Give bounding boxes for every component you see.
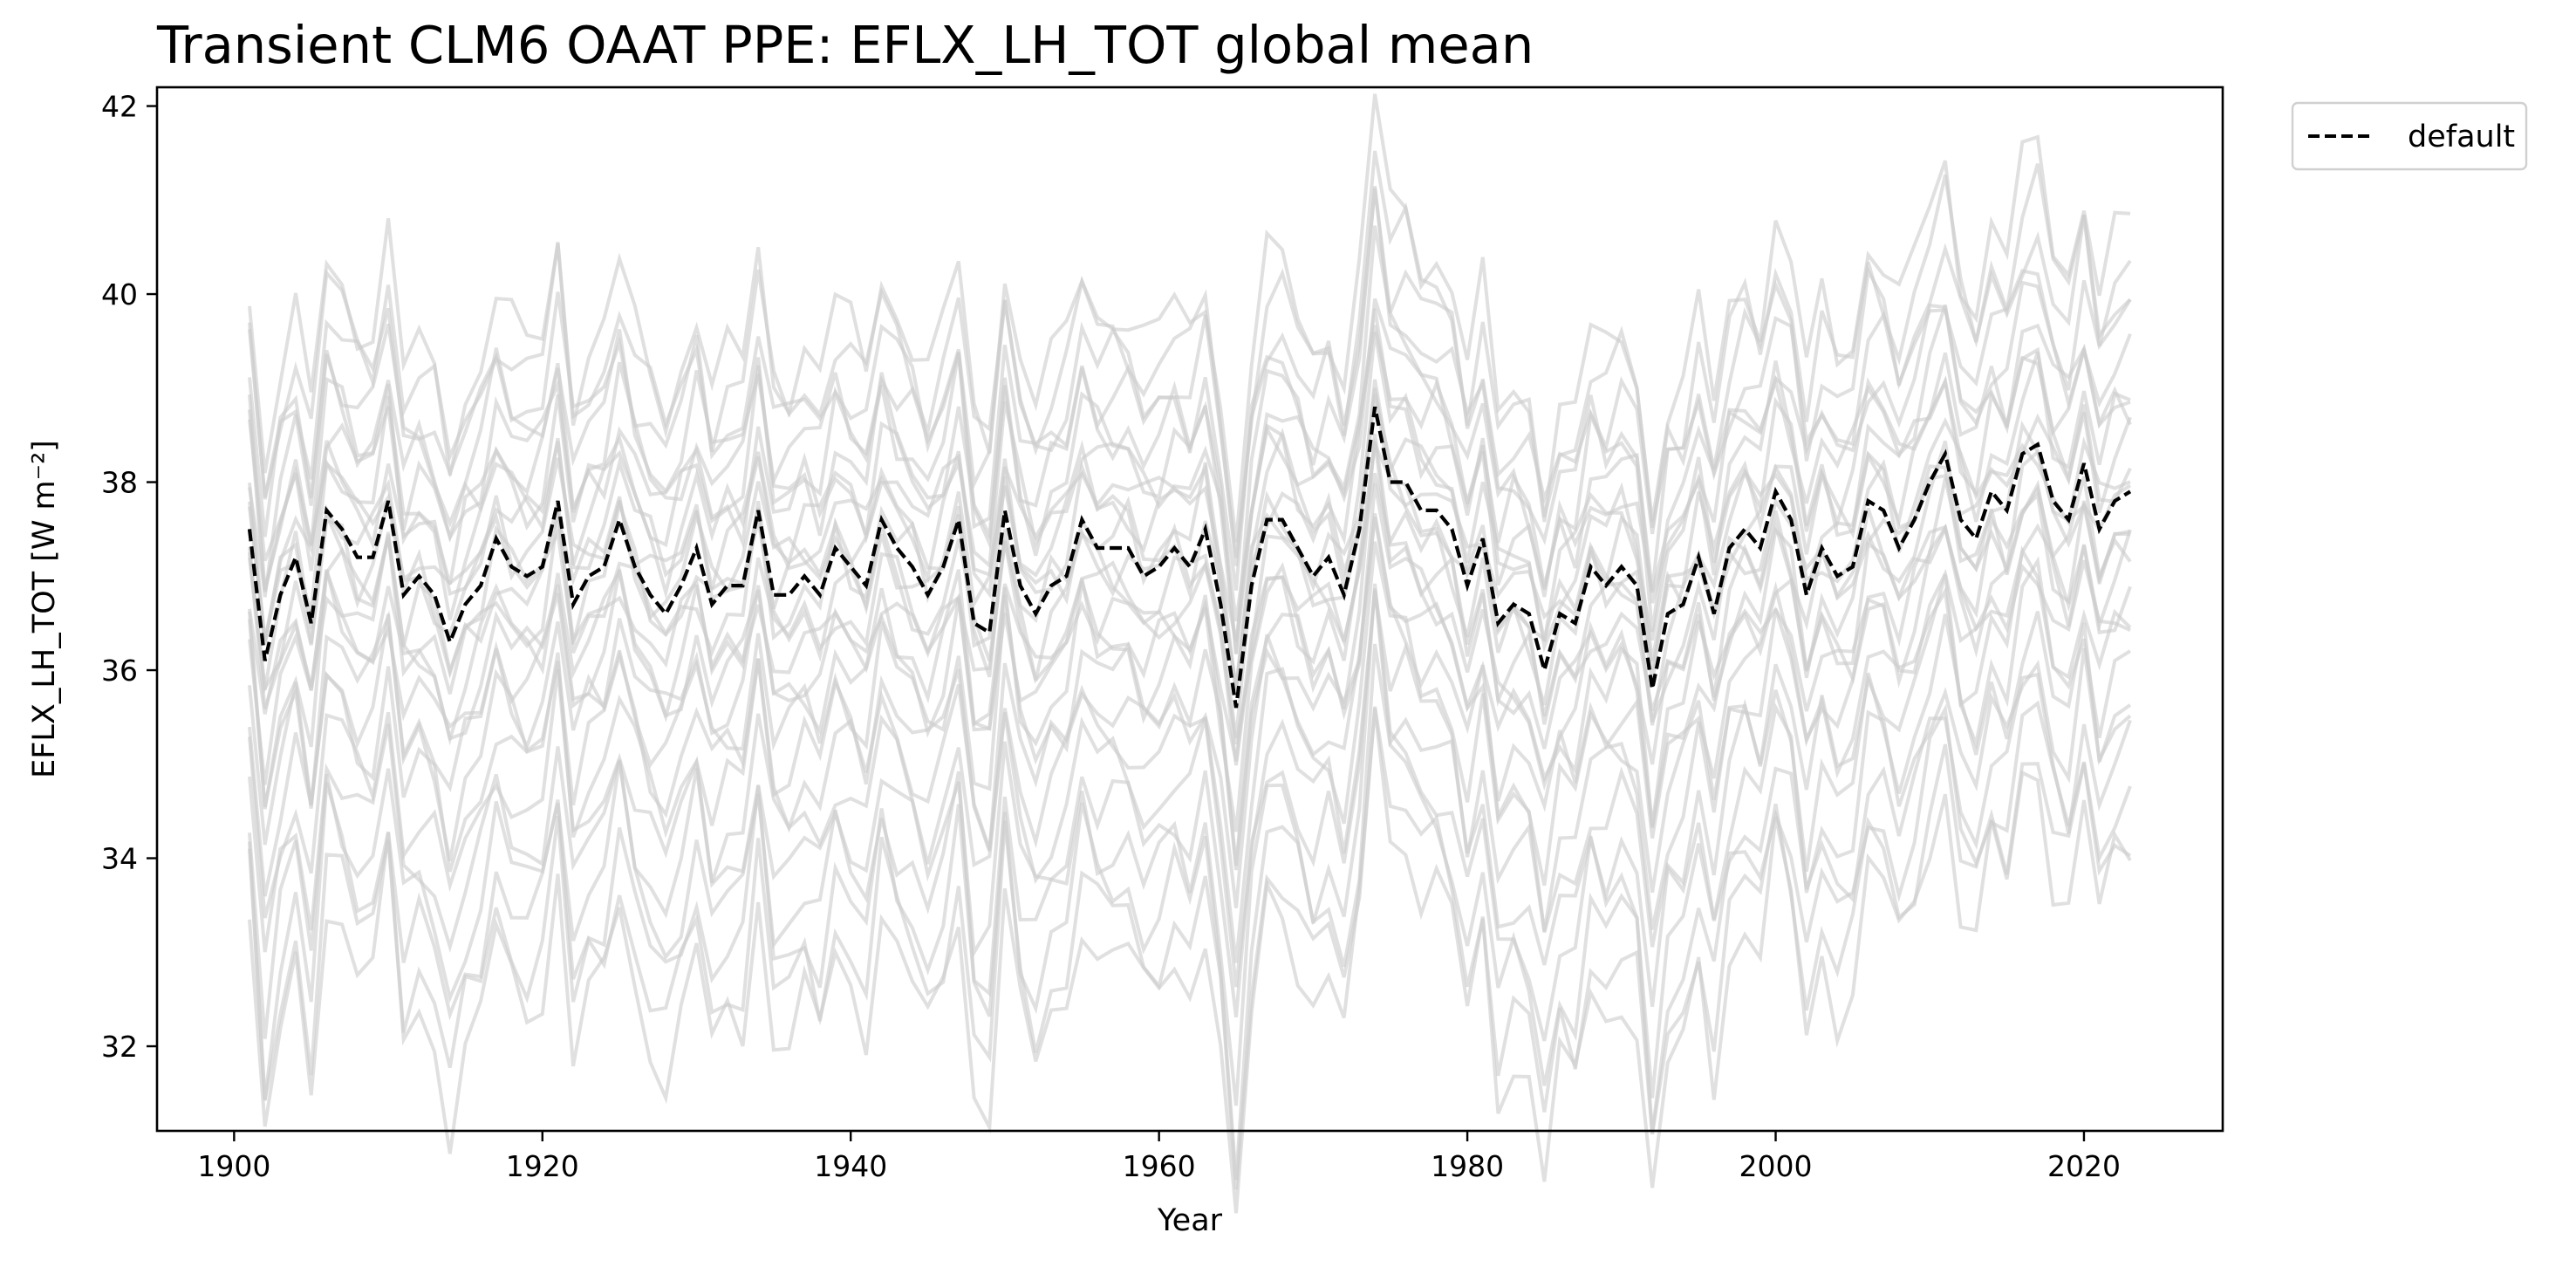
ensemble-line: [248, 186, 2132, 592]
ensemble-line: [248, 93, 2131, 543]
ensemble-line: [248, 188, 2132, 558]
y-axis: 32 34 36 38 40 42: [101, 90, 157, 1064]
legend: default: [2291, 101, 2528, 171]
x-tick-label: 2000: [1739, 1149, 1813, 1183]
ensemble-line: [248, 517, 2131, 871]
ensemble-line: [248, 513, 2132, 908]
x-tick-label: 1900: [197, 1149, 270, 1183]
x-tick-label: 1940: [814, 1149, 887, 1183]
default-line: [247, 406, 2132, 709]
legend-box: [2291, 101, 2528, 171]
ensemble-line: [248, 472, 2132, 745]
plot-area: [155, 86, 2224, 1133]
y-tick-label: 40: [101, 277, 138, 312]
x-tick-label: 2020: [2047, 1149, 2121, 1183]
x-axis-label: Year: [1157, 1203, 1223, 1238]
y-tick-label: 34: [101, 842, 138, 876]
x-axis: 1900 1920 1940 1960 1980 2000 2020: [197, 1131, 2121, 1183]
ensemble-line: [248, 706, 2132, 1190]
ensemble-line: [248, 441, 2131, 765]
x-tick-label: 1980: [1431, 1149, 1504, 1183]
y-tick-label: 32: [101, 1030, 138, 1064]
x-tick-label: 1920: [506, 1149, 579, 1183]
y-axis-label: EFLX_LH_TOT [W m⁻²]: [27, 440, 62, 778]
ensemble-line: [248, 588, 2132, 1017]
legend-label-default: default: [2408, 120, 2515, 154]
ensemble-lines: [248, 93, 2132, 1214]
ensemble-line: [248, 708, 2132, 1214]
y-tick-label: 42: [101, 90, 138, 124]
default-series: [247, 406, 2132, 709]
ensemble-line: [248, 308, 2131, 642]
x-tick-label: 1960: [1123, 1149, 1196, 1183]
y-tick-label: 36: [101, 654, 138, 688]
ensemble-line: [248, 583, 2132, 1106]
chart-title: Transient CLM6 OAAT PPE: EFLX_LH_TOT glo…: [156, 15, 1534, 75]
y-tick-label: 38: [101, 466, 138, 500]
